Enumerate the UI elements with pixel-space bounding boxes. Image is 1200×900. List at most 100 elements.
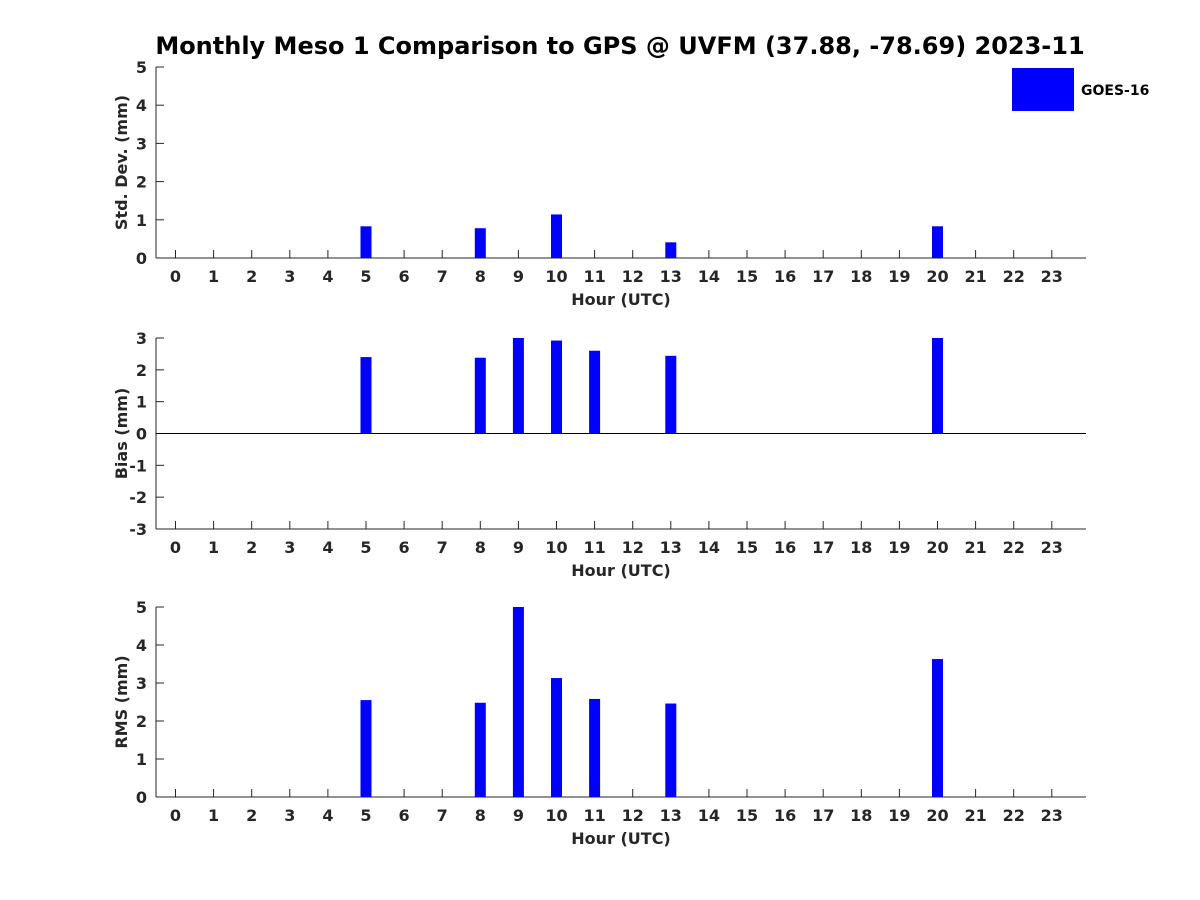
x-tick-label: 6 bbox=[399, 538, 410, 557]
x-tick-label: 0 bbox=[170, 267, 181, 286]
x-tick-label: 20 bbox=[926, 538, 948, 557]
x-tick-label: 11 bbox=[583, 806, 605, 825]
x-tick-label: 1 bbox=[208, 806, 219, 825]
x-tick-label: 21 bbox=[964, 538, 986, 557]
bar bbox=[589, 350, 601, 434]
bar bbox=[932, 338, 943, 434]
x-tick-label: 17 bbox=[812, 806, 834, 825]
bar bbox=[551, 214, 562, 258]
x-tick-label: 19 bbox=[888, 538, 910, 557]
bar bbox=[932, 659, 943, 797]
x-axis-label: Hour (UTC) bbox=[571, 290, 671, 309]
x-tick-label: 22 bbox=[1003, 538, 1025, 557]
x-tick-label: 8 bbox=[475, 806, 486, 825]
bar bbox=[474, 228, 486, 258]
y-tick-label: 1 bbox=[136, 211, 147, 230]
y-tick-label: 5 bbox=[136, 598, 147, 617]
x-tick-label: 4 bbox=[322, 267, 333, 286]
x-axis-label: Hour (UTC) bbox=[571, 561, 671, 580]
bar bbox=[360, 700, 372, 797]
x-tick-label: 1 bbox=[208, 538, 219, 557]
bar bbox=[665, 703, 677, 797]
x-tick-label: 9 bbox=[513, 267, 524, 286]
x-tick-label: 21 bbox=[964, 267, 986, 286]
x-tick-label: 18 bbox=[850, 538, 872, 557]
y-axis-label: RMS (mm) bbox=[112, 655, 131, 748]
x-tick-label: 2 bbox=[246, 538, 257, 557]
x-tick-label: 9 bbox=[513, 538, 524, 557]
x-tick-label: 23 bbox=[1041, 267, 1063, 286]
bar bbox=[512, 607, 524, 797]
x-tick-label: 14 bbox=[698, 267, 720, 286]
x-tick-label: 0 bbox=[170, 806, 181, 825]
y-tick-label: 4 bbox=[136, 636, 147, 655]
x-tick-label: 8 bbox=[475, 267, 486, 286]
y-tick-label: 3 bbox=[136, 674, 147, 693]
x-tick-label: 15 bbox=[736, 538, 758, 557]
bar bbox=[665, 242, 677, 258]
x-tick-label: 23 bbox=[1041, 538, 1063, 557]
bar bbox=[589, 698, 601, 797]
y-tick-label: 3 bbox=[136, 134, 147, 153]
x-tick-label: 3 bbox=[284, 267, 295, 286]
y-tick-label: 0 bbox=[136, 249, 147, 268]
y-axis-label: Bias (mm) bbox=[112, 388, 131, 480]
x-tick-label: 15 bbox=[736, 806, 758, 825]
x-tick-label: 10 bbox=[545, 538, 567, 557]
x-tick-label: 13 bbox=[660, 538, 682, 557]
x-tick-label: 16 bbox=[774, 267, 796, 286]
y-tick-label: 1 bbox=[136, 750, 147, 769]
x-tick-label: 12 bbox=[622, 267, 644, 286]
y-tick-label: 0 bbox=[136, 425, 147, 444]
x-tick-label: 3 bbox=[284, 806, 295, 825]
x-tick-label: 18 bbox=[850, 806, 872, 825]
x-tick-label: 8 bbox=[475, 538, 486, 557]
bar bbox=[551, 678, 562, 797]
y-tick-label: -1 bbox=[129, 456, 147, 475]
x-tick-label: 5 bbox=[360, 538, 371, 557]
x-tick-label: 9 bbox=[513, 806, 524, 825]
x-tick-label: 15 bbox=[736, 267, 758, 286]
x-tick-label: 4 bbox=[322, 538, 333, 557]
x-tick-label: 12 bbox=[622, 538, 644, 557]
x-tick-label: 14 bbox=[698, 538, 720, 557]
x-tick-label: 13 bbox=[660, 806, 682, 825]
y-axis-label: Std. Dev. (mm) bbox=[112, 95, 131, 230]
x-tick-label: 12 bbox=[622, 806, 644, 825]
y-tick-label: 2 bbox=[136, 361, 147, 380]
x-tick-label: 11 bbox=[583, 267, 605, 286]
x-tick-label: 6 bbox=[399, 806, 410, 825]
x-tick-label: 18 bbox=[850, 267, 872, 286]
y-tick-label: 0 bbox=[136, 788, 147, 807]
y-tick-label: 4 bbox=[136, 96, 147, 115]
x-tick-label: 21 bbox=[964, 806, 986, 825]
x-tick-label: 17 bbox=[812, 538, 834, 557]
x-tick-label: 13 bbox=[660, 267, 682, 286]
x-tick-label: 1 bbox=[208, 267, 219, 286]
x-tick-label: 17 bbox=[812, 267, 834, 286]
x-tick-label: 19 bbox=[888, 267, 910, 286]
y-tick-label: 2 bbox=[136, 173, 147, 192]
x-tick-label: 6 bbox=[399, 267, 410, 286]
x-tick-label: 3 bbox=[284, 538, 295, 557]
y-tick-label: 2 bbox=[136, 712, 147, 731]
y-tick-label: 1 bbox=[136, 393, 147, 412]
x-tick-label: 16 bbox=[774, 538, 796, 557]
x-tick-label: 0 bbox=[170, 538, 181, 557]
x-tick-label: 20 bbox=[926, 267, 948, 286]
y-tick-label: -3 bbox=[129, 520, 147, 539]
x-tick-label: 16 bbox=[774, 806, 796, 825]
x-tick-label: 19 bbox=[888, 806, 910, 825]
x-tick-label: 5 bbox=[360, 267, 371, 286]
x-tick-label: 2 bbox=[246, 806, 257, 825]
x-axis-label: Hour (UTC) bbox=[571, 829, 671, 848]
bar bbox=[360, 357, 372, 434]
x-tick-label: 11 bbox=[583, 538, 605, 557]
bar bbox=[360, 226, 372, 258]
legend: GOES-16 bbox=[1012, 68, 1149, 111]
x-tick-label: 22 bbox=[1003, 806, 1025, 825]
